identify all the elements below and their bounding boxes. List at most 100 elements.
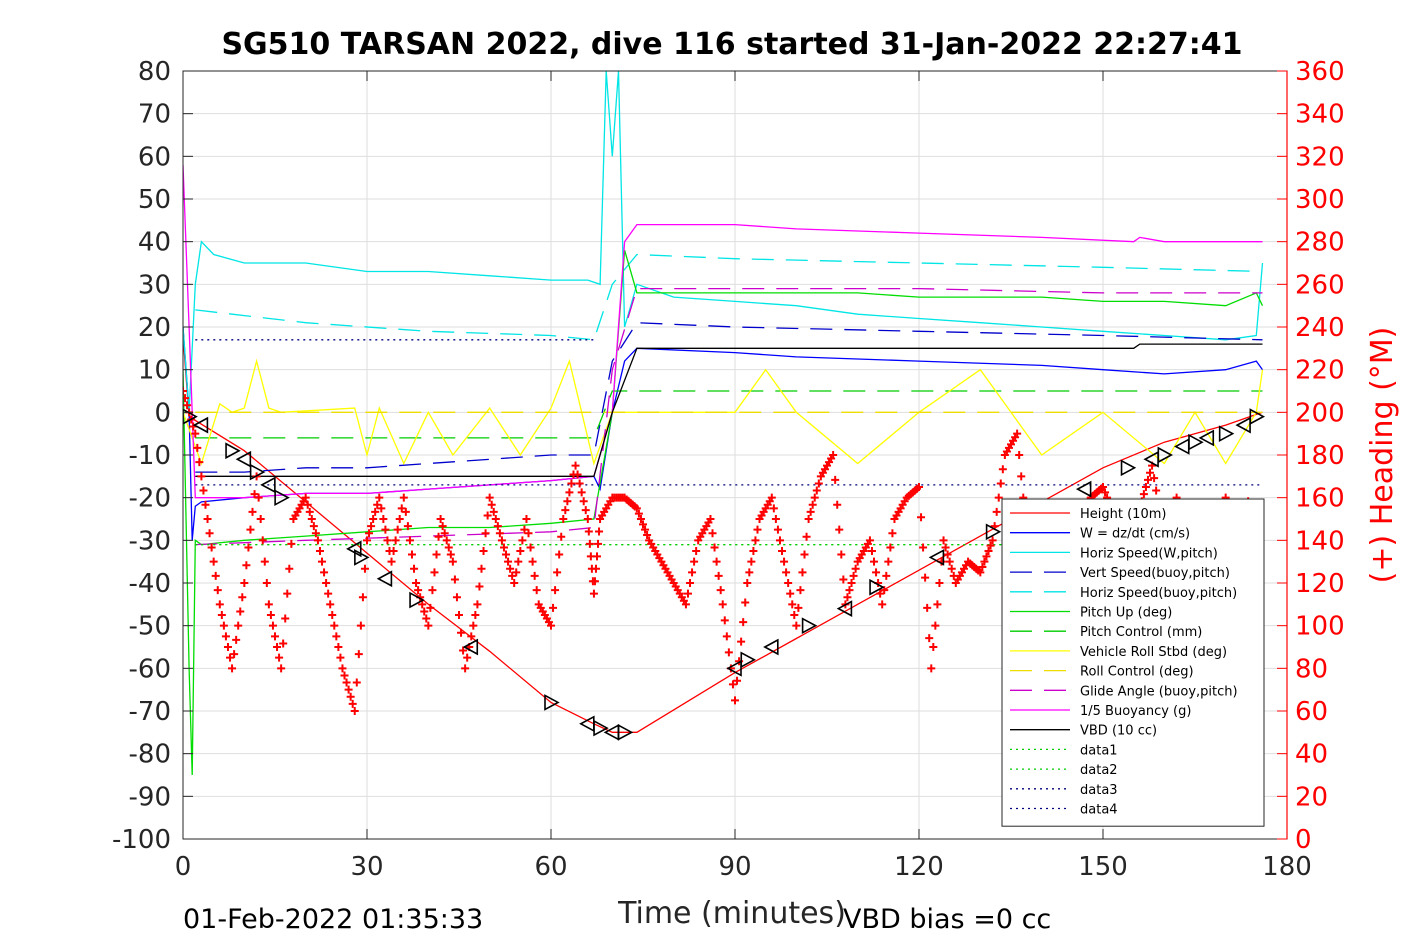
series-line-vbd-10-cc	[195, 343, 1263, 477]
legend-label: Horiz Speed(buoy,pitch)	[1080, 586, 1237, 601]
y2-tick-label: 320	[1295, 142, 1345, 172]
heading-point	[232, 635, 241, 644]
depth-marker	[376, 570, 393, 588]
y-tick-label: -20	[129, 484, 171, 514]
heading-point	[450, 575, 459, 584]
heading-point	[847, 579, 856, 587]
heading-point	[483, 511, 492, 520]
heading-point	[1146, 468, 1155, 477]
heading-point	[463, 653, 472, 662]
heading-point	[207, 543, 216, 552]
heading-point	[344, 685, 353, 694]
heading-point	[941, 543, 950, 552]
heading-point	[794, 603, 803, 612]
heading-point	[238, 593, 247, 602]
heading-point	[575, 479, 584, 488]
heading-point	[379, 515, 388, 523]
x-tick-label: 120	[894, 852, 944, 882]
heading-point	[982, 552, 991, 561]
heading-point	[870, 557, 879, 566]
heading-point	[403, 522, 412, 531]
heading-point	[399, 493, 408, 502]
heading-point	[775, 536, 784, 545]
heading-point	[305, 507, 314, 516]
heading-point	[998, 465, 1007, 474]
heading-point	[549, 603, 558, 612]
heading-point	[420, 607, 429, 616]
depth-marker	[192, 416, 209, 434]
heading-point	[365, 529, 374, 538]
depth-marker	[1188, 433, 1204, 451]
heading-point	[371, 507, 380, 516]
heading-point	[254, 493, 263, 502]
heading-point	[422, 614, 431, 623]
heading-point	[992, 507, 1001, 516]
series-line-w-dz-dt-cm-s	[183, 326, 1264, 541]
y-tick-label: 60	[138, 142, 171, 172]
y-tick-label: -30	[129, 526, 171, 556]
heading-point	[720, 616, 729, 625]
heading-point	[334, 643, 343, 651]
heading-point	[804, 515, 813, 523]
heading-point	[446, 550, 455, 559]
heading-point	[851, 564, 860, 573]
heading-point	[786, 589, 795, 598]
heading-point	[485, 493, 494, 502]
heading-point	[203, 515, 212, 523]
heading-point	[939, 536, 948, 545]
y-tick-label: -100	[112, 825, 171, 855]
heading-point	[504, 557, 513, 566]
depth-marker	[928, 549, 945, 566]
y2-tick-label: 140	[1295, 526, 1345, 556]
heading-point	[988, 536, 997, 545]
depth-marker	[869, 578, 885, 596]
heading-point	[919, 543, 928, 552]
heading-point	[996, 479, 1005, 488]
y2-tick-label: 60	[1295, 697, 1328, 727]
heading-point	[788, 600, 797, 609]
heading-point	[191, 429, 200, 438]
y-axis-right: 3603403203002802602402202001801601401201…	[1277, 57, 1345, 855]
heading-point	[506, 564, 515, 573]
heading-point	[690, 557, 699, 566]
heading-point	[706, 515, 715, 523]
heading-point	[448, 557, 457, 566]
heading-point	[313, 536, 322, 545]
y-tick-label: -50	[129, 612, 171, 642]
heading-point	[469, 621, 478, 630]
heading-point	[557, 532, 566, 541]
heading-point	[518, 536, 527, 545]
heading-point	[363, 536, 371, 545]
y2-tick-label: 80	[1295, 654, 1328, 684]
heading-point	[722, 632, 731, 641]
heading-point	[211, 571, 220, 580]
y-tick-label: 50	[138, 185, 171, 215]
heading-point	[731, 696, 739, 705]
series-line-glide-angle-buoy-pitch	[195, 287, 1263, 546]
heading-point	[845, 586, 854, 595]
footer-vbd-bias: VBD bias =0 cc	[843, 904, 1051, 935]
heading-point	[516, 547, 525, 555]
heading-point	[724, 648, 733, 657]
heading-point	[438, 522, 447, 531]
heading-point	[240, 579, 249, 587]
heading-point	[244, 543, 253, 552]
heading-point	[522, 515, 531, 523]
heading-point	[228, 664, 237, 673]
heading-point	[497, 536, 506, 545]
heading-point	[377, 504, 386, 513]
heading-point	[547, 621, 555, 630]
heading-point	[798, 568, 807, 577]
y-tick-label: -60	[129, 654, 171, 684]
heading-point	[424, 621, 433, 630]
heading-point	[835, 525, 844, 534]
heading-point	[681, 600, 690, 609]
heading-point	[279, 639, 288, 648]
y2-tick-label: 200	[1295, 398, 1345, 428]
heading-point	[636, 515, 645, 523]
heading-point	[1143, 475, 1152, 484]
heading-point	[236, 607, 245, 616]
y-tick-label: 40	[138, 228, 171, 258]
heading-point	[563, 497, 572, 506]
